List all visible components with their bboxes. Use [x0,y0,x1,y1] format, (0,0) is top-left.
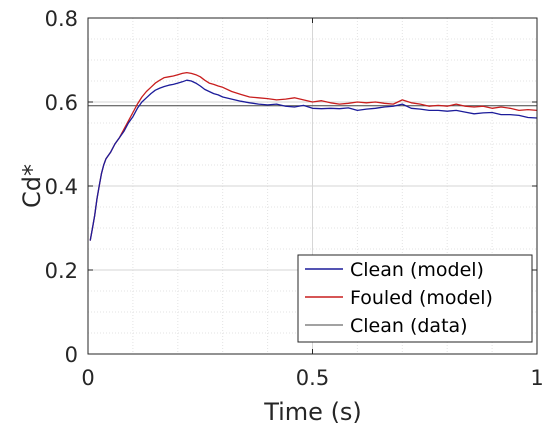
y-axis-label: Cd* [18,164,46,208]
legend: Clean (model) Fouled (model) Clean (data… [297,254,533,343]
clean-model-line [89,79,538,241]
legend-label-clean-data: Clean (data) [350,315,468,337]
y-tick-label: 0.2 [45,259,78,283]
x-axis-label: Time (s) [263,398,362,426]
y-tick-label: 0 [65,343,78,367]
legend-label-clean-model: Clean (model) [350,259,484,281]
fouled-model-line [89,71,538,241]
series-layer [88,71,538,241]
y-tick-label: 0.8 [45,7,78,31]
x-tick-label: 1 [530,366,543,390]
x-tick-label: 0.5 [296,366,329,390]
x-tick-label: 0 [81,366,94,390]
legend-label-fouled-model: Fouled (model) [350,287,493,309]
y-tick-label: 0.6 [45,91,78,115]
y-tick-label: 0.4 [45,175,78,199]
axis-ticks: 0 0.5 1 0 0.2 0.4 0.6 0.8 [45,7,544,390]
